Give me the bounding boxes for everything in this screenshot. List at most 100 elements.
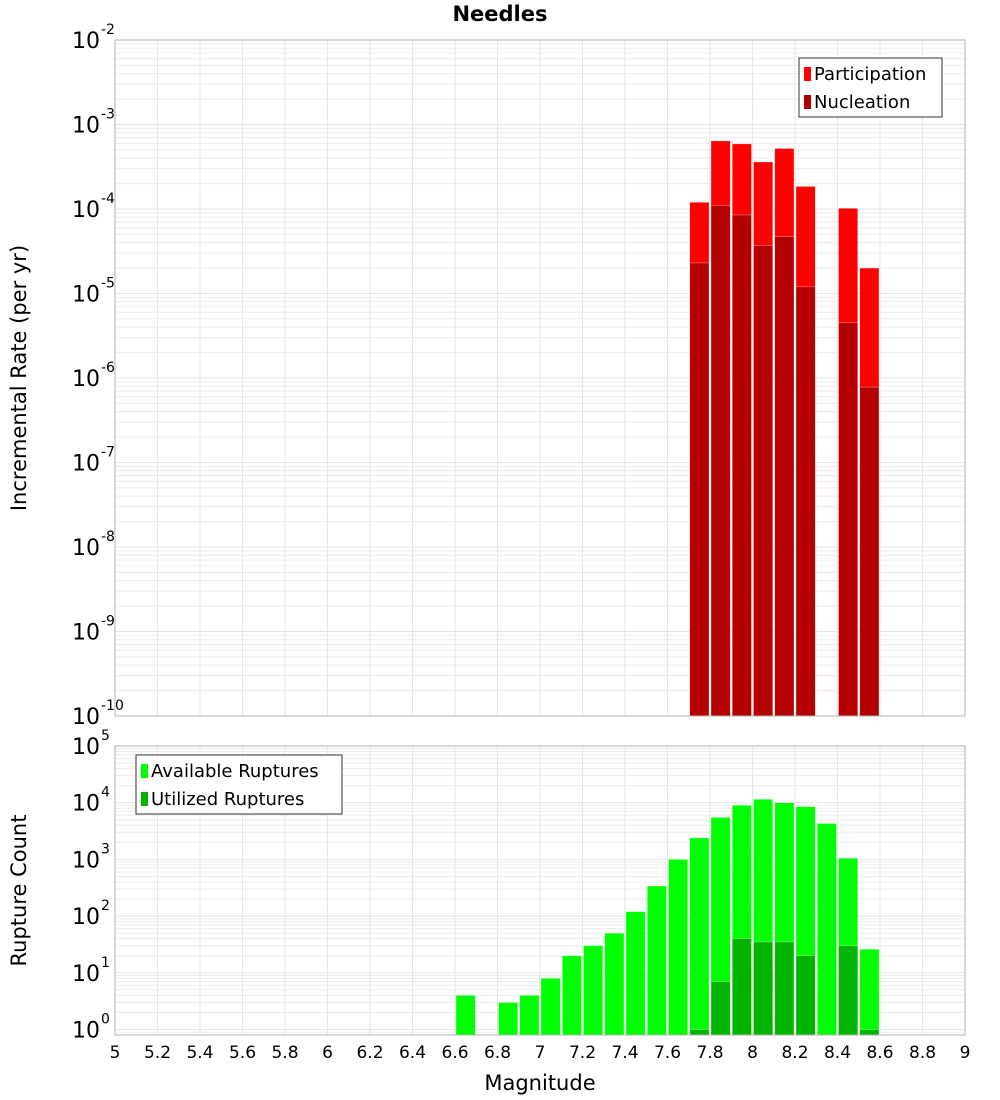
legend-box: [135, 754, 343, 815]
x-tick-label: 7.8: [696, 1043, 723, 1063]
y-tick-label: 10: [72, 29, 100, 54]
x-tick-label: 5.4: [186, 1043, 213, 1063]
x-tick-label: 5.6: [229, 1043, 256, 1063]
bar-available-ruptures: [519, 995, 540, 1036]
y-tick-exponent: 2: [101, 898, 110, 914]
y-tick-exponent: -5: [101, 276, 115, 292]
y-tick-label: 10: [72, 367, 100, 392]
legend-label: Available Ruptures: [151, 761, 319, 782]
legend-swatch: [141, 792, 148, 806]
legend-label: Participation: [814, 64, 926, 85]
y-tick-exponent: -4: [101, 191, 115, 207]
bar-utilized-ruptures: [753, 941, 774, 1036]
x-tick-label: 7.2: [569, 1043, 596, 1063]
x-tick-label: 8.4: [824, 1043, 851, 1063]
x-tick-label: 8.6: [866, 1043, 893, 1063]
legend-box: [798, 57, 943, 118]
x-tick-label: 6.8: [484, 1043, 511, 1063]
x-tick-label: 5.2: [144, 1043, 171, 1063]
x-tick-label: 7: [535, 1043, 546, 1063]
bar-available-ruptures: [583, 945, 604, 1036]
plot-border: [114, 745, 966, 1036]
bar-available-ruptures: [604, 932, 625, 1036]
bar-nucleation: [710, 205, 731, 717]
bar-utilized-ruptures: [795, 955, 816, 1036]
y-tick-label: 10: [72, 1019, 100, 1044]
x-tick-label: 6.4: [399, 1043, 426, 1063]
legend: Available Ruptures Utilized Ruptures: [135, 754, 343, 815]
y-axis-label: Rupture Count: [7, 815, 31, 967]
y-tick-label: 10: [72, 452, 100, 477]
plot-border: [114, 39, 966, 717]
y-tick-exponent: 0: [101, 1012, 110, 1028]
y-tick-label: 10: [72, 705, 100, 730]
bar-utilized-ruptures: [838, 945, 859, 1036]
y-tick-exponent: 1: [101, 955, 110, 971]
bar-nucleation: [689, 262, 710, 717]
bar-available-ruptures: [646, 885, 667, 1036]
bar-nucleation: [774, 236, 795, 717]
bar-utilized-ruptures: [731, 938, 752, 1036]
bar-available-ruptures: [540, 977, 561, 1036]
bar-utilized-ruptures: [689, 1029, 710, 1036]
y-tick-exponent: -7: [101, 445, 115, 461]
bar-available-ruptures: [668, 859, 689, 1036]
bar-available-ruptures: [689, 837, 710, 1036]
x-tick-label: 8.2: [781, 1043, 808, 1063]
y-tick-label: 10: [72, 848, 100, 873]
x-tick-label: 6.2: [356, 1043, 383, 1063]
y-tick-exponent: -8: [101, 529, 115, 545]
bar-nucleation: [753, 245, 774, 717]
y-tick-label: 10: [72, 792, 100, 817]
bar-nucleation: [838, 322, 859, 717]
y-tick-exponent: -10: [101, 698, 124, 714]
y-tick-exponent: -9: [101, 614, 115, 630]
bar-nucleation: [795, 286, 816, 717]
bar-utilized-ruptures: [859, 1029, 880, 1036]
y-tick-label: 10: [72, 536, 100, 561]
bar-utilized-ruptures: [774, 941, 795, 1036]
y-tick-label: 10: [72, 198, 100, 223]
bar-nucleation: [859, 386, 880, 717]
y-tick-label: 10: [72, 905, 100, 930]
x-tick-label: 6: [322, 1043, 333, 1063]
x-tick-label: 8.8: [909, 1043, 936, 1063]
chart-title: Needles: [452, 2, 548, 26]
x-axis-label: Magnitude: [484, 1071, 595, 1095]
x-tick-label: 7.4: [611, 1043, 638, 1063]
x-tick-label: 9: [960, 1043, 971, 1063]
bar-available-ruptures: [859, 948, 880, 1036]
bar-available-ruptures: [455, 995, 476, 1036]
legend-label: Nucleation: [814, 92, 910, 113]
y-tick-label: 10: [72, 621, 100, 646]
legend-swatch: [141, 764, 148, 778]
legend-swatch: [804, 67, 811, 81]
x-tick-label: 5.8: [271, 1043, 298, 1063]
y-tick-exponent: 4: [101, 785, 110, 801]
y-tick-label: 10: [72, 114, 100, 139]
y-tick-label: 10: [72, 283, 100, 308]
bar-available-ruptures: [816, 823, 837, 1036]
y-tick-exponent: -2: [101, 22, 115, 38]
x-tick-label: 7.6: [654, 1043, 681, 1063]
legend-swatch: [804, 95, 811, 109]
bar-available-ruptures: [561, 955, 582, 1036]
bar-available-ruptures: [625, 911, 646, 1036]
x-tick-label: 5: [110, 1043, 121, 1063]
y-tick-label: 10: [72, 962, 100, 987]
y-tick-label: 10: [72, 735, 100, 760]
bar-utilized-ruptures: [710, 981, 731, 1036]
y-tick-exponent: -3: [101, 107, 115, 123]
y-tick-exponent: 3: [101, 841, 110, 857]
y-tick-exponent: 5: [101, 728, 110, 744]
y-axis-label: Incremental Rate (per yr): [7, 245, 31, 511]
bar-nucleation: [731, 214, 752, 717]
bar-available-ruptures: [498, 1002, 519, 1036]
legend-label: Utilized Ruptures: [151, 789, 304, 810]
legend: Participation Nucleation: [798, 57, 943, 118]
y-tick-exponent: -6: [101, 360, 115, 376]
x-tick-label: 8: [747, 1043, 758, 1063]
